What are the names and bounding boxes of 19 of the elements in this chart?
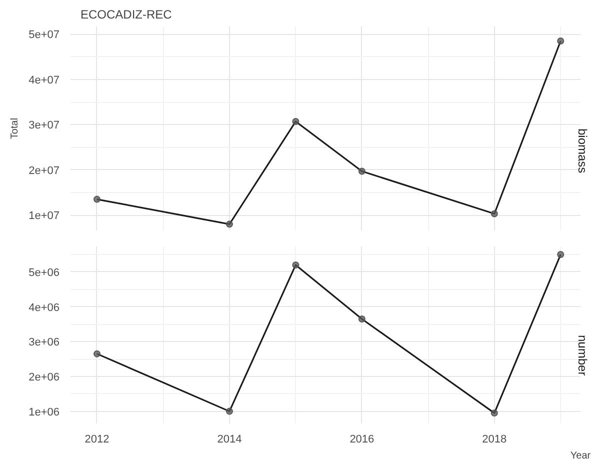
y-tick-label: 3e+07 <box>28 120 60 132</box>
y-axis-title: Total <box>10 118 21 140</box>
y-tick-label: 4e+06 <box>28 302 60 314</box>
y-tick-label: 2e+07 <box>28 164 60 177</box>
y-tick-label: 5e+06 <box>28 266 60 279</box>
x-tick-label: 2014 <box>217 434 242 446</box>
chart-title: ECOCADIZ-REC <box>80 8 172 22</box>
y2-axis-title: number <box>576 335 590 376</box>
y-tick-label: 5e+07 <box>28 29 60 42</box>
x-tick-label: 2012 <box>84 434 110 446</box>
x-tick-label: 2018 <box>482 434 507 446</box>
y-tick-label: 1e+07 <box>28 210 60 222</box>
x-tick-label: 2016 <box>350 434 374 446</box>
y-tick-label: 2e+06 <box>28 371 60 384</box>
y-tick-label: 4e+07 <box>28 74 60 86</box>
y-tick-label: 3e+06 <box>28 336 60 349</box>
x-axis-title: Year <box>570 450 592 462</box>
y2-axis-title: biomass <box>576 128 590 174</box>
y-tick-label: 1e+06 <box>28 406 60 418</box>
